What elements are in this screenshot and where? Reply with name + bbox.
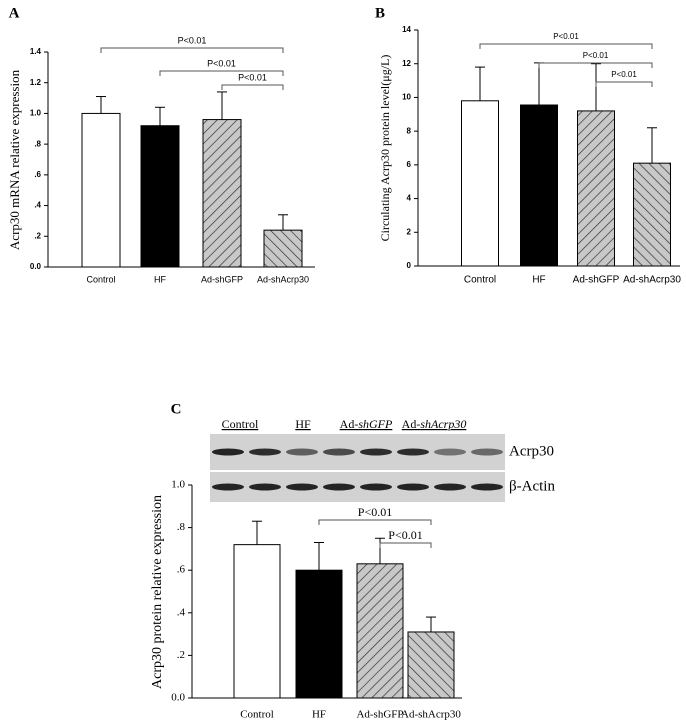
blot-band xyxy=(434,483,466,491)
significance-bracket xyxy=(479,43,653,49)
lane-text: Control xyxy=(222,417,259,431)
panel-label: C xyxy=(171,401,182,417)
bar xyxy=(407,631,455,699)
y-tick-label: .2 xyxy=(34,231,41,240)
lane-text-italic: shAcrp30 xyxy=(420,417,466,431)
lane-text: HF xyxy=(295,417,311,431)
y-axis-label: Acrp30 protein relative expression xyxy=(150,495,165,689)
lane-text: Ad- xyxy=(340,417,359,431)
y-tick-label: .6 xyxy=(177,564,186,576)
blot-band xyxy=(323,483,355,491)
significance-label: P<0.01 xyxy=(553,32,579,41)
significance-bracket xyxy=(221,84,284,90)
blot-band xyxy=(323,448,355,456)
x-tick-label: Ad-shAcrp30 xyxy=(401,709,461,721)
x-tick-label: Ad-shAcrp30 xyxy=(257,274,309,284)
lane-label: Control xyxy=(222,417,259,431)
x-tick-label: HF xyxy=(532,275,545,286)
y-tick-label: 0.0 xyxy=(30,262,42,271)
y-tick-label: .8 xyxy=(177,521,186,533)
significance-bracket xyxy=(595,81,653,87)
y-tick-label: 12 xyxy=(402,59,411,68)
significance-label: P<0.01 xyxy=(207,58,236,68)
x-tick-label: Control xyxy=(464,275,496,286)
blot-band xyxy=(286,448,318,456)
y-tick-label: 1.0 xyxy=(30,109,42,118)
y-tick-label: 6 xyxy=(407,160,412,169)
lane-label: Ad-shAcrp30 xyxy=(402,417,467,431)
significance-label: P<0.01 xyxy=(611,70,637,79)
y-axis-label: Acrp30 mRNA relative expression xyxy=(7,69,22,250)
significance-label: P<0.01 xyxy=(583,51,609,60)
y-tick-label: .4 xyxy=(177,606,186,618)
blot-band xyxy=(360,483,392,491)
significance-label: P<0.01 xyxy=(388,528,422,542)
significance-label: P<0.01 xyxy=(358,505,392,519)
blot-band xyxy=(212,448,244,456)
y-tick-label: 1.4 xyxy=(30,47,42,56)
significance-bracket xyxy=(100,47,284,53)
panel-label: B xyxy=(375,5,385,21)
x-tick-label: Ad-shGFP xyxy=(201,274,243,284)
blot-band xyxy=(212,483,244,491)
blot-band xyxy=(249,448,281,456)
lane-text-italic: shGFP xyxy=(358,417,393,431)
blot-row-label: Acrp30 xyxy=(509,443,554,459)
x-tick-label: Ad-shGFP xyxy=(573,275,620,286)
lane-label: HF xyxy=(295,417,311,431)
y-tick-label: 0 xyxy=(407,261,412,270)
blot-band xyxy=(249,483,281,491)
significance-bracket xyxy=(159,70,284,76)
blot-band xyxy=(471,483,503,491)
significance-label: P<0.01 xyxy=(178,35,207,45)
x-tick-label: Ad-shGFP xyxy=(356,709,403,721)
y-tick-label: 14 xyxy=(402,25,411,34)
lane-text: Ad- xyxy=(402,417,421,431)
x-tick-label: HF xyxy=(154,274,166,284)
y-tick-label: .6 xyxy=(34,170,41,179)
y-tick-label: 10 xyxy=(402,93,411,102)
blot-band xyxy=(471,448,503,456)
significance-bracket xyxy=(318,519,432,525)
blot-row-label: β-Actin xyxy=(509,478,555,494)
x-tick-label: HF xyxy=(312,709,326,721)
bar xyxy=(263,229,303,268)
blot-band xyxy=(397,483,429,491)
y-tick-label: .2 xyxy=(177,649,185,661)
y-tick-label: 1.0 xyxy=(171,479,185,491)
bar xyxy=(520,104,558,267)
y-tick-label: 2 xyxy=(407,227,412,236)
y-tick-label: .4 xyxy=(34,201,41,210)
y-tick-label: 8 xyxy=(407,126,412,135)
y-tick-label: 4 xyxy=(407,194,412,203)
significance-bracket xyxy=(379,542,432,548)
significance-bracket xyxy=(538,62,653,68)
blot-band xyxy=(286,483,318,491)
panel-label: A xyxy=(9,5,20,21)
x-tick-label: Control xyxy=(86,274,115,284)
y-axis-label: Circulating Acrp30 protein level(μg/L) xyxy=(378,55,392,242)
bar xyxy=(140,125,180,268)
bar xyxy=(577,110,615,267)
bar xyxy=(81,112,121,268)
bar xyxy=(356,563,404,699)
bar xyxy=(233,544,281,699)
y-tick-label: 1.2 xyxy=(30,78,42,87)
x-tick-label: Control xyxy=(240,709,274,721)
bar xyxy=(202,119,242,268)
y-tick-label: 0.0 xyxy=(171,692,185,704)
bar xyxy=(295,569,343,699)
blot-band xyxy=(397,448,429,456)
bar xyxy=(461,100,499,267)
lane-label: Ad-shGFP xyxy=(340,417,393,431)
y-tick-label: .8 xyxy=(34,139,41,148)
bar xyxy=(633,162,671,267)
significance-label: P<0.01 xyxy=(238,72,267,82)
blot-band xyxy=(434,448,466,456)
x-tick-label: Ad-shAcrp30 xyxy=(623,275,681,286)
blot-band xyxy=(360,448,392,456)
